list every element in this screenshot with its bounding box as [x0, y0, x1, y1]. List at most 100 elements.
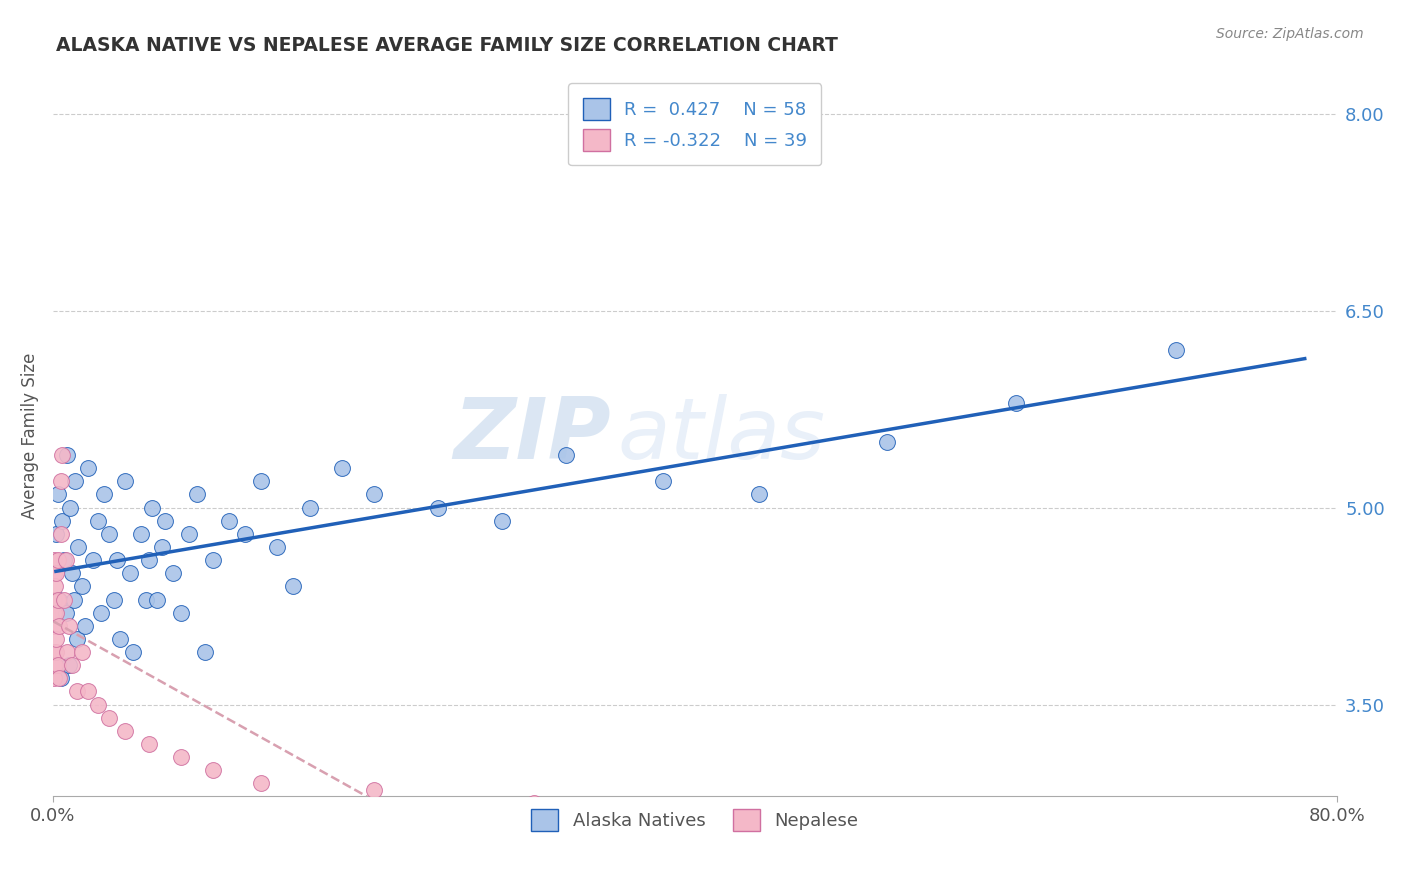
Point [138, 737, 160, 751]
Point [114, 723, 136, 738]
Point [51, 514, 73, 528]
Point [48, 671, 70, 685]
Point [44, 606, 66, 620]
Point [179, 526, 201, 541]
Point [77, 461, 100, 475]
Point [56, 645, 79, 659]
Point [118, 566, 141, 581]
Point [122, 645, 145, 659]
Text: atlas: atlas [617, 394, 825, 477]
Point [363, 487, 385, 501]
Point [48, 619, 70, 633]
Point [46, 658, 69, 673]
Point [194, 645, 217, 659]
Point [60, 658, 83, 673]
Point [266, 540, 288, 554]
Point [70, 645, 93, 659]
Point [491, 514, 513, 528]
Point [93, 487, 115, 501]
Point [62, 592, 84, 607]
Point [170, 606, 193, 620]
Point [153, 514, 176, 528]
Point [523, 796, 546, 810]
Legend: Alaska Natives, Nepalese: Alaska Natives, Nepalese [524, 802, 866, 838]
Point [150, 540, 173, 554]
Point [202, 553, 225, 567]
Point [44, 553, 66, 567]
Point [59, 500, 82, 515]
Point [70, 579, 93, 593]
Point [42, 566, 65, 581]
Point [103, 592, 125, 607]
Point [250, 475, 273, 489]
Point [55, 606, 77, 620]
Point [146, 592, 169, 607]
Point [42, 619, 65, 633]
Point [218, 514, 240, 528]
Point [330, 461, 353, 475]
Point [42, 645, 65, 659]
Point [51, 448, 73, 462]
Point [170, 750, 193, 764]
Point [298, 500, 321, 515]
Point [748, 487, 770, 501]
Point [138, 553, 160, 567]
Point [48, 592, 70, 607]
Point [67, 540, 90, 554]
Point [651, 475, 673, 489]
Point [426, 500, 449, 515]
Point [202, 763, 225, 777]
Point [49, 475, 72, 489]
Point [86, 698, 108, 712]
Point [77, 684, 100, 698]
Point [55, 553, 77, 567]
Point [283, 579, 305, 593]
Point [233, 526, 256, 541]
Point [45, 526, 67, 541]
Point [49, 526, 72, 541]
Point [42, 592, 65, 607]
Point [45, 645, 67, 659]
Point [56, 448, 79, 462]
Text: ZIP: ZIP [454, 394, 612, 477]
Point [49, 671, 72, 685]
Point [44, 579, 66, 593]
Point [60, 566, 83, 581]
Point [86, 514, 108, 528]
Point [66, 632, 89, 646]
Point [52, 592, 75, 607]
Point [1004, 395, 1026, 409]
Point [363, 783, 385, 797]
Point [44, 658, 66, 673]
Point [162, 566, 184, 581]
Point [52, 553, 75, 567]
Point [58, 619, 80, 633]
Point [45, 606, 67, 620]
Point [105, 553, 128, 567]
Point [186, 487, 208, 501]
Point [73, 619, 96, 633]
Text: Source: ZipAtlas.com: Source: ZipAtlas.com [1216, 27, 1364, 41]
Point [63, 475, 86, 489]
Point [876, 434, 898, 449]
Point [44, 671, 66, 685]
Point [46, 553, 69, 567]
Point [82, 553, 104, 567]
Point [46, 592, 69, 607]
Point [58, 658, 80, 673]
Point [108, 632, 131, 646]
Point [46, 487, 69, 501]
Point [250, 776, 273, 790]
Point [135, 592, 157, 607]
Point [555, 448, 578, 462]
Point [45, 632, 67, 646]
Text: ALASKA NATIVE VS NEPALESE AVERAGE FAMILY SIZE CORRELATION CHART: ALASKA NATIVE VS NEPALESE AVERAGE FAMILY… [56, 36, 838, 54]
Point [90, 606, 112, 620]
Point [66, 684, 89, 698]
Point [45, 566, 67, 581]
Point [97, 711, 120, 725]
Point [44, 658, 66, 673]
Point [141, 500, 163, 515]
Y-axis label: Average Family Size: Average Family Size [21, 352, 39, 518]
Point [114, 475, 136, 489]
